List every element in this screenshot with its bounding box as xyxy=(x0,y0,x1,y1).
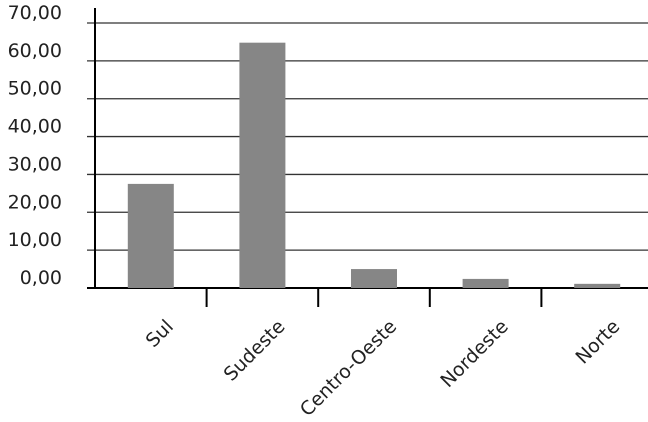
y-tick-label: 70,00 xyxy=(8,2,62,24)
x-tick-label: Centro-Oeste xyxy=(296,316,401,421)
y-tick-label: 40,00 xyxy=(8,116,62,138)
bars xyxy=(127,42,621,288)
bar-sudeste xyxy=(239,42,286,288)
bar-centro-oeste xyxy=(351,269,397,288)
y-tick-label: 20,00 xyxy=(8,191,62,213)
gridlines xyxy=(87,22,648,289)
y-tick-label: 0,00 xyxy=(20,267,62,289)
bar-sul xyxy=(127,183,174,288)
y-tick-label: 30,00 xyxy=(8,153,62,175)
y-axis-ticks: 0,00 10,00 20,00 30,00 40,00 50,00 60,00 70,00 xyxy=(8,2,62,289)
x-tick-label: Nordeste xyxy=(436,316,512,392)
y-tick-label: 60,00 xyxy=(8,40,62,62)
x-tick-label: Sul xyxy=(142,316,178,352)
y-tick-label: 50,00 xyxy=(8,78,62,100)
x-tick-label: Sudeste xyxy=(220,316,290,386)
y-tick-label: 10,00 xyxy=(8,229,62,251)
x-axis: Sul Sudeste Centro-Oeste Nordeste Norte xyxy=(142,288,624,421)
x-tick-label: Norte xyxy=(571,316,624,369)
bar-nordeste xyxy=(462,278,509,288)
bar-norte xyxy=(574,283,621,288)
